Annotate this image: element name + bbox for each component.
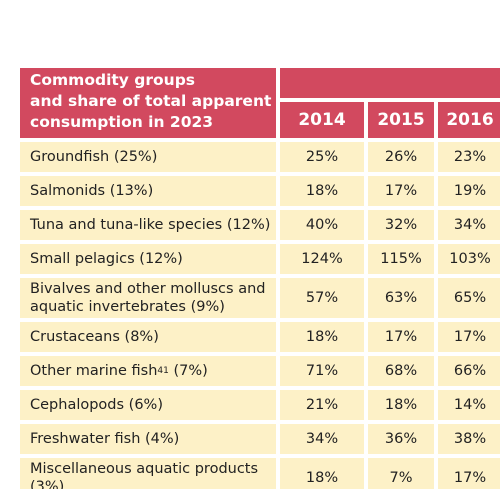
cell-groundfish-2015: 26% <box>368 142 434 172</box>
cell-crustaceans-2015: 17% <box>368 322 434 352</box>
year-header-2016: 2016 <box>438 102 500 138</box>
cell-tuna-2014: 40% <box>280 210 364 240</box>
cell-freshwater-fish-2015: 36% <box>368 424 434 454</box>
cell-groundfish-2016: 23% <box>438 142 500 172</box>
cell-other-marine-fish-2016: 66% <box>438 356 500 386</box>
consumption-table: Commodity groups and share of total appa… <box>20 68 500 489</box>
row-label-tuna: Tuna and tuna-like species (12%) <box>20 210 276 240</box>
row-label-share: (7%) <box>168 363 208 379</box>
row-label-groundfish: Groundfish (25%) <box>20 142 276 172</box>
row-label-cephalopods: Cephalopods (6%) <box>20 390 276 420</box>
cell-cephalopods-2016: 14% <box>438 390 500 420</box>
cell-tuna-2015: 32% <box>368 210 434 240</box>
cell-other-marine-fish-2015: 68% <box>368 356 434 386</box>
year-header-2015: 2015 <box>368 102 434 138</box>
row-label-salmonids: Salmonids (13%) <box>20 176 276 206</box>
row-label-crustaceans: Crustaceans (8%) <box>20 322 276 352</box>
year-header-2014: 2014 <box>280 102 364 138</box>
cell-cephalopods-2015: 18% <box>368 390 434 420</box>
cell-crustaceans-2014: 18% <box>280 322 364 352</box>
column-header-commodity: Commodity groups and share of total appa… <box>20 68 276 138</box>
cell-salmonids-2015: 17% <box>368 176 434 206</box>
cell-miscellaneous-2016: 17% <box>438 458 500 489</box>
cell-cephalopods-2014: 21% <box>280 390 364 420</box>
cell-bivalves-2014: 57% <box>280 278 364 318</box>
cell-other-marine-fish-2014: 71% <box>280 356 364 386</box>
cell-small-pelagics-2015: 115% <box>368 244 434 274</box>
header-band <box>280 68 500 98</box>
cell-tuna-2016: 34% <box>438 210 500 240</box>
cell-freshwater-fish-2016: 38% <box>438 424 500 454</box>
cell-bivalves-2015: 63% <box>368 278 434 318</box>
row-label-bivalves: Bivalves and other molluscs and aquatic … <box>20 278 276 318</box>
row-label-freshwater-fish: Freshwater fish (4%) <box>20 424 276 454</box>
cell-miscellaneous-2014: 18% <box>280 458 364 489</box>
cell-small-pelagics-2014: 124% <box>280 244 364 274</box>
cell-crustaceans-2016: 17% <box>438 322 500 352</box>
cell-salmonids-2014: 18% <box>280 176 364 206</box>
cell-small-pelagics-2016: 103% <box>438 244 500 274</box>
cell-miscellaneous-2015: 7% <box>368 458 434 489</box>
cell-freshwater-fish-2014: 34% <box>280 424 364 454</box>
cell-groundfish-2014: 25% <box>280 142 364 172</box>
row-label-miscellaneous: Miscellaneous aquatic products (3%) <box>20 458 276 489</box>
row-label-small-pelagics: Small pelagics (12%) <box>20 244 276 274</box>
row-label-text: Other marine fish <box>30 363 158 379</box>
cell-bivalves-2016: 65% <box>438 278 500 318</box>
row-label-other-marine-fish: Other marine fish 41 (7%) <box>20 356 276 386</box>
cell-salmonids-2016: 19% <box>438 176 500 206</box>
